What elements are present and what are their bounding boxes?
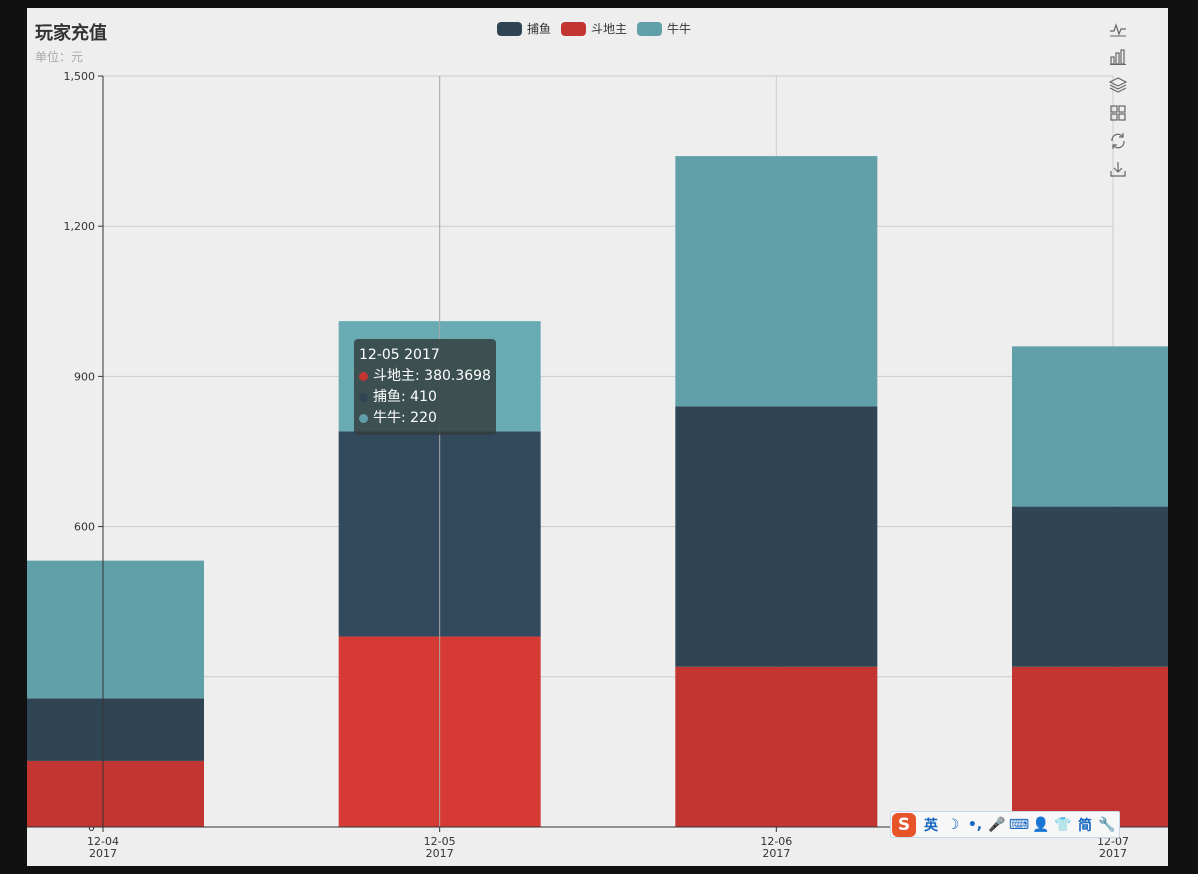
tooltip-label-niuniu: 牛牛: 220 — [373, 410, 437, 426]
english-mode-icon[interactable]: 英 — [924, 817, 938, 834]
legend-item-niuniu[interactable]: 牛牛 — [637, 20, 691, 37]
bar-3-斗地主 — [1012, 666, 1168, 827]
chart-subtitle: 单位：元 — [35, 50, 84, 64]
bar-chart-icon[interactable] — [1109, 48, 1127, 66]
y-tick-label: 1,500 — [64, 70, 96, 83]
legend-item-buyu[interactable]: 捕鱼 — [497, 20, 551, 37]
line-chart-icon[interactable] — [1109, 20, 1127, 38]
tooltip-row-buyu: 捕鱼: 410 — [359, 387, 491, 408]
tooltip-dot-niuniu — [359, 414, 368, 423]
sogou-logo-icon[interactable]: S — [892, 812, 916, 837]
x-tick-label: 12-05 2017 — [424, 835, 456, 860]
moon-icon[interactable]: ☽ — [946, 816, 960, 833]
punctuation-icon[interactable]: •, — [967, 816, 983, 833]
chart-title: 玩家充值 — [35, 23, 107, 44]
bar-0-斗地主 — [27, 760, 204, 827]
legend-label-niuniu: 牛牛 — [667, 22, 692, 36]
wrench-icon[interactable]: 🔧 — [1098, 816, 1116, 833]
legend-item-doudizhu[interactable]: 斗地主 — [561, 20, 627, 37]
bar-2-牛牛 — [675, 156, 878, 407]
user-icon[interactable]: 👤 — [1032, 816, 1050, 833]
bar-2-捕鱼 — [675, 406, 878, 667]
toolbox — [1109, 20, 1129, 188]
tooltip-row-niuniu: 牛牛: 220 — [359, 408, 491, 429]
tooltip-label-doudizhu: 斗地主: 380.3698 — [373, 368, 491, 384]
tooltip: 12-05 2017 斗地主: 380.3698 捕鱼: 410 牛牛: 220 — [354, 339, 496, 435]
tooltip-label-buyu: 捕鱼: 410 — [373, 389, 437, 405]
tooltip-header: 12-05 2017 — [359, 347, 440, 363]
restore-icon[interactable] — [1109, 132, 1127, 150]
legend: 捕鱼 斗地主 牛牛 — [497, 20, 691, 37]
legend-swatch-doudizhu — [561, 21, 587, 36]
bar-3-捕鱼 — [1012, 506, 1168, 667]
bar-3-牛牛 — [1012, 346, 1168, 507]
y-tick-label: 1,200 — [64, 220, 96, 233]
bar-0-捕鱼 — [27, 698, 204, 761]
skin-icon[interactable]: 👕 — [1054, 816, 1072, 833]
tooltip-dot-buyu — [359, 393, 368, 402]
bar-2-斗地主 — [675, 666, 878, 827]
legend-label-buyu: 捕鱼 — [527, 22, 552, 36]
legend-label-doudizhu: 斗地主 — [591, 22, 628, 36]
y-tick-label: 600 — [74, 521, 95, 534]
bar-chart: 06009001,2001,50012-04201712-05201712-06… — [27, 70, 1168, 860]
bar-0-牛牛 — [27, 560, 204, 699]
x-tick-label: 12-04 2017 — [87, 835, 119, 860]
x-tick-label: 12-07 2017 — [1097, 835, 1129, 860]
y-tick-label: 900 — [74, 370, 95, 383]
download-icon[interactable] — [1109, 160, 1127, 178]
tooltip-row-doudizhu: 斗地主: 380.3698 — [359, 366, 491, 387]
x-tick-label: 12-06 2017 — [760, 835, 792, 860]
ime-toolbar: S 英 ☽ •, 🎤 ⌨ 👤 👕 简 🔧 — [890, 811, 1120, 838]
stack-icon[interactable] — [1109, 76, 1127, 94]
simplified-icon[interactable]: 简 — [1078, 817, 1092, 834]
legend-swatch-niuniu — [637, 21, 663, 36]
chart-panel: 玩家充值 单位：元 捕鱼 斗地主 牛牛 06009001,2001,50012-… — [27, 8, 1168, 866]
microphone-icon[interactable]: 🎤 — [988, 816, 1006, 833]
tiled-icon[interactable] — [1109, 104, 1127, 122]
tooltip-dot-doudizhu — [359, 372, 368, 381]
keyboard-icon[interactable]: ⌨ — [1008, 816, 1030, 833]
legend-swatch-buyu — [497, 21, 522, 36]
